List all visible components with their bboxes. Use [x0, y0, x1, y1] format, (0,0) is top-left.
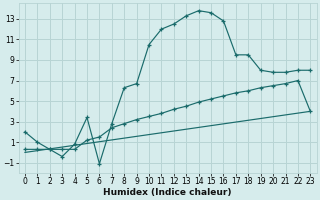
X-axis label: Humidex (Indice chaleur): Humidex (Indice chaleur)	[103, 188, 232, 197]
